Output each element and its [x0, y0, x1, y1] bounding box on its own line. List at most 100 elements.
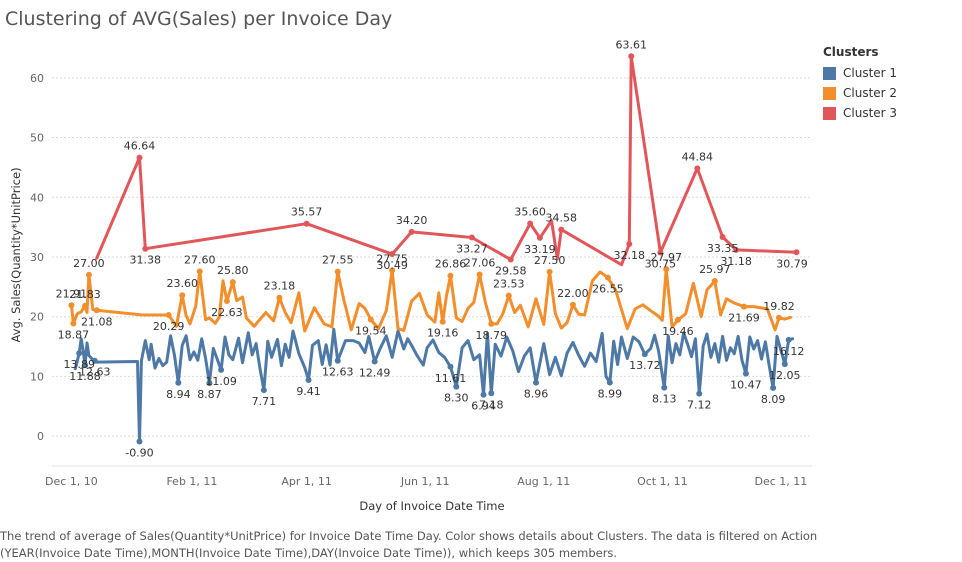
data-point — [781, 361, 788, 368]
data-point — [569, 301, 576, 308]
data-label: 31.38 — [130, 254, 162, 267]
data-label: 26.55 — [592, 283, 624, 296]
data-point — [628, 53, 635, 60]
data-point — [305, 376, 312, 383]
data-point — [91, 357, 98, 364]
x-tick-label: Aug 1, 11 — [517, 475, 570, 488]
data-label: 27.06 — [464, 257, 496, 270]
data-label: 7.18 — [479, 398, 504, 411]
data-point — [218, 366, 225, 373]
data-label: 25.97 — [699, 263, 731, 276]
data-point — [532, 379, 539, 386]
legend-item-cluster-1[interactable]: Cluster 1 — [823, 63, 897, 83]
data-label: 8.13 — [652, 393, 677, 406]
data-point — [696, 390, 703, 397]
data-label: 30.79 — [776, 257, 808, 270]
y-tick-label: 10 — [30, 370, 44, 383]
x-tick-label: Oct 1, 11 — [637, 475, 688, 488]
data-point — [389, 267, 396, 274]
series-line-cluster-3 — [95, 54, 798, 267]
data-label: 8.96 — [524, 388, 549, 401]
data-label: 31.18 — [720, 255, 752, 268]
data-label: 35.60 — [514, 206, 546, 219]
data-label: 8.30 — [444, 392, 469, 405]
data-label: 33.27 — [456, 242, 488, 255]
data-label: 8.99 — [598, 387, 623, 400]
data-point — [453, 383, 460, 390]
data-label: 27.00 — [73, 257, 105, 270]
data-label: 33.19 — [524, 243, 556, 256]
data-label: 21.83 — [69, 288, 101, 301]
data-point — [229, 279, 236, 286]
data-label: 27.97 — [650, 251, 682, 264]
data-point — [733, 246, 740, 253]
x-tick-label: Dec 1, 10 — [45, 475, 98, 488]
data-point — [408, 228, 415, 235]
y-tick-label: 50 — [30, 132, 44, 145]
data-label: 21.08 — [81, 315, 113, 328]
data-label: 12.63 — [79, 366, 111, 379]
legend-title: Clusters — [823, 45, 879, 59]
data-point — [439, 318, 446, 325]
x-tick-label: Feb 1, 11 — [166, 475, 217, 488]
data-label: 21.69 — [728, 312, 760, 325]
data-point — [657, 249, 664, 256]
legend-label: Cluster 2 — [843, 86, 898, 100]
data-point — [93, 307, 100, 314]
y-axis-title: Avg. Sales(Quantity*UnitPrice) — [9, 167, 23, 342]
data-point — [711, 278, 718, 285]
data-point — [674, 316, 681, 323]
data-label: 19.82 — [763, 300, 795, 313]
data-point — [488, 320, 495, 327]
data-point — [276, 294, 283, 301]
data-point — [480, 391, 487, 398]
data-label: 30.75 — [645, 258, 677, 271]
data-label: 34.20 — [396, 214, 428, 227]
legend-swatch — [823, 106, 836, 120]
data-point — [206, 380, 213, 387]
data-point — [507, 256, 514, 263]
data-point — [694, 165, 701, 172]
data-point — [196, 268, 203, 275]
data-label: 6.94 — [471, 400, 496, 413]
data-label: -0.90 — [125, 447, 153, 460]
legend: Clusters Cluster 1 Cluster 2 Cluster 3 — [823, 45, 897, 123]
data-label: 46.64 — [124, 140, 156, 153]
data-point — [742, 370, 749, 377]
data-point — [70, 320, 77, 327]
data-point — [175, 379, 182, 386]
y-tick-label: 20 — [30, 311, 44, 324]
x-tick-label: Apr 1, 11 — [281, 475, 332, 488]
data-label: 27.60 — [184, 253, 216, 266]
data-point — [785, 336, 792, 343]
data-point — [389, 251, 396, 258]
data-label: 19.46 — [662, 325, 694, 338]
legend-swatch — [823, 86, 836, 100]
chart-caption: The trend of average of Sales(Quantity*U… — [0, 529, 818, 560]
data-point — [334, 268, 341, 275]
x-axis-ticks: Dec 1, 10 Feb 1, 11 Apr 1, 11 Jun 1, 11 Aug … — [45, 475, 807, 488]
data-label: 11.09 — [205, 375, 237, 388]
data-point — [82, 362, 89, 369]
data-point — [371, 358, 378, 365]
legend-label: Cluster 1 — [843, 66, 898, 80]
series-points — [68, 53, 800, 445]
data-point — [558, 226, 565, 233]
data-point — [367, 316, 374, 323]
data-label: 63.61 — [615, 38, 647, 51]
data-label: 33.35 — [707, 242, 739, 255]
data-label: 7.12 — [687, 399, 712, 412]
legend-item-cluster-2[interactable]: Cluster 2 — [823, 83, 897, 103]
legend-item-cluster-3[interactable]: Cluster 3 — [823, 103, 897, 123]
data-label: 23.53 — [493, 278, 525, 291]
data-point — [719, 233, 726, 240]
data-label: 19.54 — [355, 324, 387, 337]
data-label: 11.88 — [69, 370, 101, 383]
data-point — [793, 249, 800, 256]
data-label: 12.05 — [769, 369, 801, 382]
data-label: 8.94 — [166, 388, 191, 401]
data-point — [447, 272, 454, 279]
data-label: 10.47 — [730, 379, 762, 392]
data-label: 20.29 — [153, 320, 185, 333]
chart-title: Clustering of AVG(Sales) per Invoice Day — [5, 8, 393, 30]
